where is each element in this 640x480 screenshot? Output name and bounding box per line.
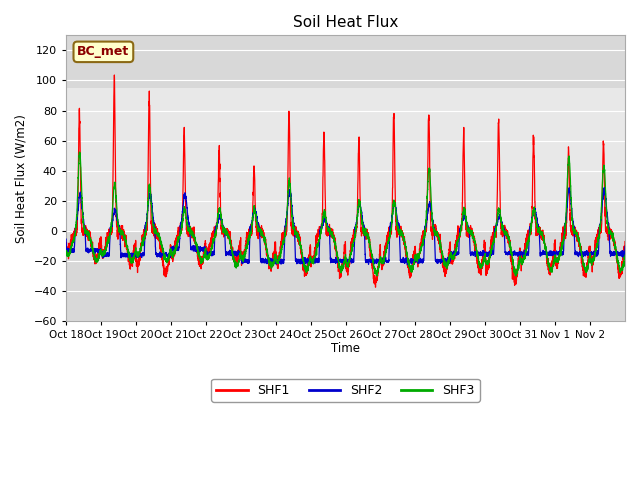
X-axis label: Time: Time xyxy=(331,342,360,355)
Bar xyxy=(66,88,625,231)
Title: Soil Heat Flux: Soil Heat Flux xyxy=(293,15,398,30)
Y-axis label: Soil Heat Flux (W/m2): Soil Heat Flux (W/m2) xyxy=(15,114,28,243)
Text: BC_met: BC_met xyxy=(77,45,129,59)
Legend: SHF1, SHF2, SHF3: SHF1, SHF2, SHF3 xyxy=(211,379,480,402)
